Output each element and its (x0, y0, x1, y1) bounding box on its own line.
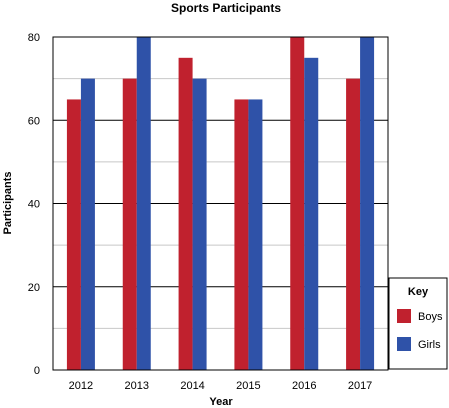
x-tick-label: 2014 (180, 380, 204, 392)
bar-boys-2014 (178, 57, 193, 370)
plot-area-frame (52, 36, 389, 371)
x-tick-label: 2013 (125, 380, 149, 392)
y-tick-label: 80 (28, 32, 40, 44)
legend-swatch-girls (397, 337, 411, 351)
bar-boys-2017 (346, 78, 361, 370)
y-axis-ticks: 0 20 40 60 80 (28, 32, 40, 377)
bar-girls-2016 (304, 57, 319, 370)
x-tick-label: 2017 (348, 380, 372, 392)
bars (66, 37, 375, 370)
y-tick-label: 40 (28, 199, 40, 211)
x-axis-ticks: 2012 2013 2014 2015 2016 2017 (69, 380, 373, 392)
y-tick-label: 60 (28, 115, 40, 127)
legend-box (388, 277, 448, 370)
x-tick-label: 2012 (69, 380, 93, 392)
bar-girls-2015 (248, 99, 263, 370)
bar-boys-2012 (66, 99, 81, 370)
y-tick-label: 20 (28, 282, 40, 294)
legend-title: Key (408, 286, 429, 298)
bar-boys-2013 (122, 78, 137, 370)
bar-girls-2014 (192, 78, 207, 370)
bar-girls-2013 (136, 37, 151, 370)
gridlines (53, 36, 388, 371)
bar-boys-2015 (234, 99, 249, 370)
chart-title: Sports Participants (171, 1, 281, 15)
legend: Key Boys Girls (388, 277, 448, 370)
bar-girls-2012 (80, 78, 95, 370)
legend-swatch-boys (397, 309, 411, 323)
bar-girls-2017 (360, 37, 375, 370)
x-tick-label: 2015 (236, 380, 260, 392)
legend-label-boys: Boys (418, 311, 443, 323)
y-axis-label: Participants (2, 172, 14, 235)
x-tick-label: 2016 (292, 380, 316, 392)
legend-label-girls: Girls (418, 339, 441, 351)
bar-boys-2016 (290, 37, 305, 370)
x-axis-label: Year (209, 396, 233, 408)
y-tick-label: 0 (34, 365, 40, 377)
